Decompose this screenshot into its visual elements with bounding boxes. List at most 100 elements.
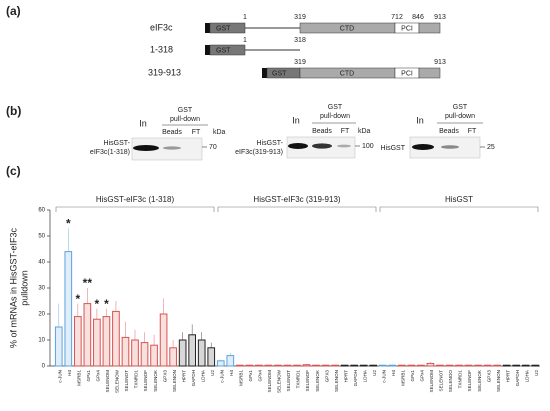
band [441,145,459,149]
x-tick-label: SELENOW [115,369,120,393]
bar [188,334,197,367]
x-tick-label: H4 [67,370,72,376]
bar [388,364,397,367]
lane-label: FT [468,128,477,135]
bar [197,339,206,367]
y-tick-label: 50 [38,234,45,240]
x-tick-label: LDHA [524,369,529,382]
bar [93,318,101,367]
domain-label: GST [216,25,231,32]
lane-label: In [139,118,147,128]
x-tick-label: GAPDH [353,370,358,386]
x-tick-label: SELENOK [153,369,158,392]
significance: * [75,292,80,306]
x-tick-label: SELENOK [315,369,320,392]
band [412,144,434,150]
protein-label: eIF3c(319-913) [235,149,283,156]
bar [455,364,463,367]
x-tick-label: SELENOT [439,370,444,392]
construct-name: eIF3c [150,22,173,32]
protein-label: HisGST- [104,140,131,147]
tag [205,23,210,33]
x-tick-label: SELENOF [305,370,310,392]
x-tick-label: SELENOK [477,369,482,392]
x-tick-label: GPx1 [410,370,415,382]
significance: * [95,297,100,311]
header: pull-down [445,113,475,120]
header: pull-down [170,116,200,123]
bar [102,316,111,367]
bar [312,364,320,367]
protein-label: HisGST- [257,140,284,147]
x-tick-label: TXNRD1 [458,370,463,389]
bar [407,364,416,367]
x-tick-label: SELENOF [467,370,472,392]
x-tick-label: HPRT [181,370,186,383]
bar [159,313,168,367]
group-label: HisGST [445,195,473,204]
lane-label: Beads [162,129,182,136]
x-tick-label: SELENOW [277,369,282,393]
bar [226,355,235,367]
band [312,143,332,149]
residue: 1 [243,14,247,21]
x-tick-label: U2 [372,370,377,376]
y-tick-label: 40 [38,260,45,266]
bar [255,364,263,367]
residue: 318 [294,37,306,44]
bar [83,303,92,367]
x-tick-label: GPx4 [258,370,263,382]
bar [264,364,273,367]
significance: * [104,297,109,311]
bar [369,364,378,367]
group-bracket [55,206,215,212]
marker: 70 [209,144,217,151]
bar [131,339,139,367]
bar [169,347,177,367]
bar [216,360,225,367]
bar [73,316,82,367]
y-tick-label: 20 [38,312,45,318]
x-tick-label: c-JUN [219,370,224,383]
bar [178,339,187,367]
residue: 913 [434,59,446,66]
lane-label: Beads [439,128,459,135]
x-tick-label: LDHA [362,369,367,382]
x-tick-label: MSRB1 [401,370,406,386]
panel-label: (c) [6,164,21,178]
bar [274,364,282,367]
residue: 846 [412,14,424,21]
x-tick-label: c-JUN [57,370,62,383]
panel-label: (a) [6,4,21,18]
domain-label: GST [272,70,287,77]
x-tick-label: GPx1 [248,370,253,382]
bar [321,364,330,367]
bar [64,251,73,367]
residue: 319 [294,59,306,66]
x-tick-label: SELENON [496,370,501,392]
protein-label: HisGST [381,145,406,152]
band [337,144,351,148]
x-tick-label: LDHA [200,369,205,382]
significance: ** [83,276,93,290]
bar [293,364,301,367]
bar [502,364,511,367]
residue: 913 [434,14,446,21]
bar [464,364,473,367]
x-tick-label: H4 [391,370,396,376]
x-tick-label: SELENOM [429,370,434,393]
x-tick-label: SELENOT [124,370,129,392]
header: GST [453,104,468,111]
panel-c: (c) % of mRNAs in HisGST-eIF3c pulldown … [6,164,540,393]
domain-label: PCI [401,70,413,77]
group-label: HisGST-eIF3c (319-913) [253,195,340,204]
y-tick-label: 10 [38,338,45,344]
x-tick-label: SELENON [172,370,177,392]
x-tick-label: SELENON [334,370,339,392]
x-tick-label: U2 [210,370,215,376]
group-bracket [379,206,539,212]
bar [474,364,482,367]
header: GST [328,104,343,111]
domain-label: GST [216,47,231,54]
band [288,143,308,149]
